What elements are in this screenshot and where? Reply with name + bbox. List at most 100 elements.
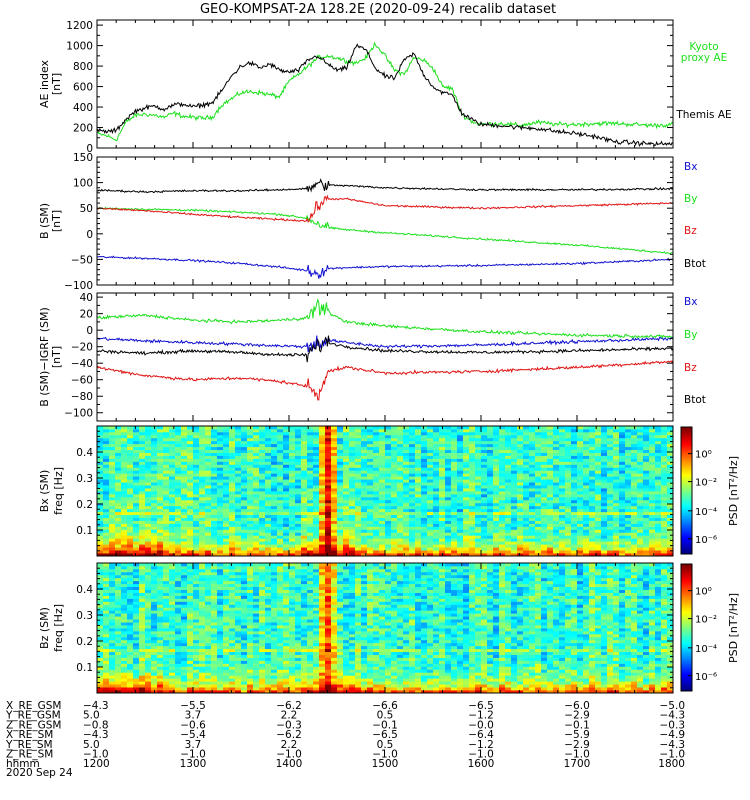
spectrogram-cell xyxy=(121,464,128,468)
spectrogram-cell xyxy=(97,660,104,664)
spectrogram-cell xyxy=(103,467,110,471)
spectrogram-cell xyxy=(355,431,362,436)
spectrogram-cell xyxy=(163,479,170,483)
spectrogram-cell xyxy=(343,479,350,483)
spectrogram-cell xyxy=(583,491,590,495)
spectrogram-cell xyxy=(109,461,116,465)
spectrogram-cell xyxy=(145,440,152,445)
spectrogram-cell xyxy=(331,529,338,533)
spectrogram-cell xyxy=(265,532,272,536)
spectrogram-cell xyxy=(211,505,218,510)
spectrogram-cell xyxy=(613,496,620,501)
spectrogram-cell xyxy=(481,496,488,501)
spectrogram-cell xyxy=(409,488,416,492)
spectrogram-cell xyxy=(403,547,410,551)
spectrogram-cell xyxy=(445,529,452,533)
spectrogram-cell xyxy=(355,485,362,489)
spectrogram-cell xyxy=(517,470,524,474)
spectrogram-cell xyxy=(121,610,128,614)
spectrogram-cell xyxy=(451,547,458,551)
y-tick-label: 1000 xyxy=(66,41,93,53)
spectrogram-cell xyxy=(409,538,416,542)
spectrogram-cell xyxy=(469,538,476,542)
spectrogram-cell xyxy=(181,455,188,459)
spectrogram-cell xyxy=(565,431,572,436)
spectrogram-cell xyxy=(121,654,128,658)
spectrogram-cell xyxy=(367,428,374,433)
spectrogram-cell xyxy=(241,461,248,465)
spectrogram-cell xyxy=(535,493,542,498)
spectrogram-cell xyxy=(367,431,374,436)
spectrogram-cell xyxy=(193,511,200,516)
spectrogram-cell xyxy=(379,499,386,504)
spectrogram-cell xyxy=(133,550,140,554)
spectrogram-cell xyxy=(613,426,620,430)
spectrogram-cell xyxy=(265,485,272,489)
spectrogram-cell xyxy=(103,613,110,617)
spectrogram-cell xyxy=(457,440,464,445)
spectrogram-cell xyxy=(637,458,644,462)
spectrogram-cell xyxy=(193,446,200,451)
spectrogram-cell xyxy=(295,523,302,527)
spectrogram-cell xyxy=(619,511,626,516)
spectrogram-cell xyxy=(235,431,242,436)
spectrogram-cell xyxy=(163,440,170,445)
spectrogram-cell xyxy=(625,443,632,448)
spectrogram-cell xyxy=(337,485,344,489)
spectrogram-cell xyxy=(97,526,104,530)
spectrogram-cell xyxy=(439,541,446,545)
spectrogram-cell xyxy=(115,610,122,614)
spectrogram-cell xyxy=(325,526,332,530)
spectrogram-cell xyxy=(241,434,248,439)
spectrogram-cell xyxy=(433,550,440,554)
spectrogram-cell xyxy=(193,535,200,539)
spectrogram-cell xyxy=(475,458,482,462)
y-tick-label: −20 xyxy=(71,342,93,354)
spectrogram-cell xyxy=(361,517,368,521)
spectrogram-cell xyxy=(253,529,260,533)
spectrogram-cell xyxy=(607,473,614,477)
spectrogram-cell xyxy=(595,440,602,445)
spectrogram-cell xyxy=(469,535,476,539)
spectrogram-cell xyxy=(595,502,602,507)
spectrogram-cell xyxy=(451,482,458,486)
spectrogram-cell xyxy=(397,440,404,445)
spectrogram-cell xyxy=(97,681,104,685)
spectrogram-cell xyxy=(433,426,440,430)
spectrogram-cell xyxy=(163,464,170,468)
spectrogram-cell xyxy=(463,485,470,489)
spectrogram-cell xyxy=(229,434,236,439)
spectrogram-cell xyxy=(487,550,494,554)
spectrogram-cell xyxy=(181,526,188,530)
spectrogram-cell xyxy=(415,479,422,483)
spectrogram-cell xyxy=(577,452,584,456)
spectrogram-cell xyxy=(457,455,464,459)
spectrogram-cell xyxy=(457,426,464,430)
spectrogram-cell xyxy=(559,508,566,513)
spectrogram-cell xyxy=(409,485,416,489)
spectrogram-cell xyxy=(283,449,290,453)
spectrogram-cell xyxy=(487,514,494,518)
spectrogram-cell xyxy=(253,470,260,474)
spectrogram-cell xyxy=(583,514,590,518)
spectrogram-cell xyxy=(595,476,602,480)
bx-spectrogram-panel: 0.10.20.30.4 Bx (SM) freq [Hz] 10⁰10⁻²10… xyxy=(38,425,740,557)
spectrogram-cell xyxy=(541,493,548,498)
spectrogram-cell xyxy=(583,449,590,453)
spectrogram-cell xyxy=(271,511,278,516)
spectrogram-cell xyxy=(589,485,596,489)
spectrogram-cell xyxy=(121,628,128,632)
spectrogram-cell xyxy=(619,431,626,436)
spectrogram-cell xyxy=(97,616,104,620)
spectrogram-cell xyxy=(223,532,230,536)
spectrogram-cell xyxy=(163,505,170,510)
spectrogram-cell xyxy=(367,443,374,448)
spectrogram-cell xyxy=(103,452,110,456)
spectrogram-cell xyxy=(649,470,656,474)
colorbar-step xyxy=(681,438,692,442)
spectrogram-cell xyxy=(571,511,578,516)
spectrogram-cell xyxy=(631,520,638,524)
spectrogram-cell xyxy=(139,532,146,536)
spectrogram-cell xyxy=(667,431,674,436)
spectrogram-cell xyxy=(451,434,458,439)
